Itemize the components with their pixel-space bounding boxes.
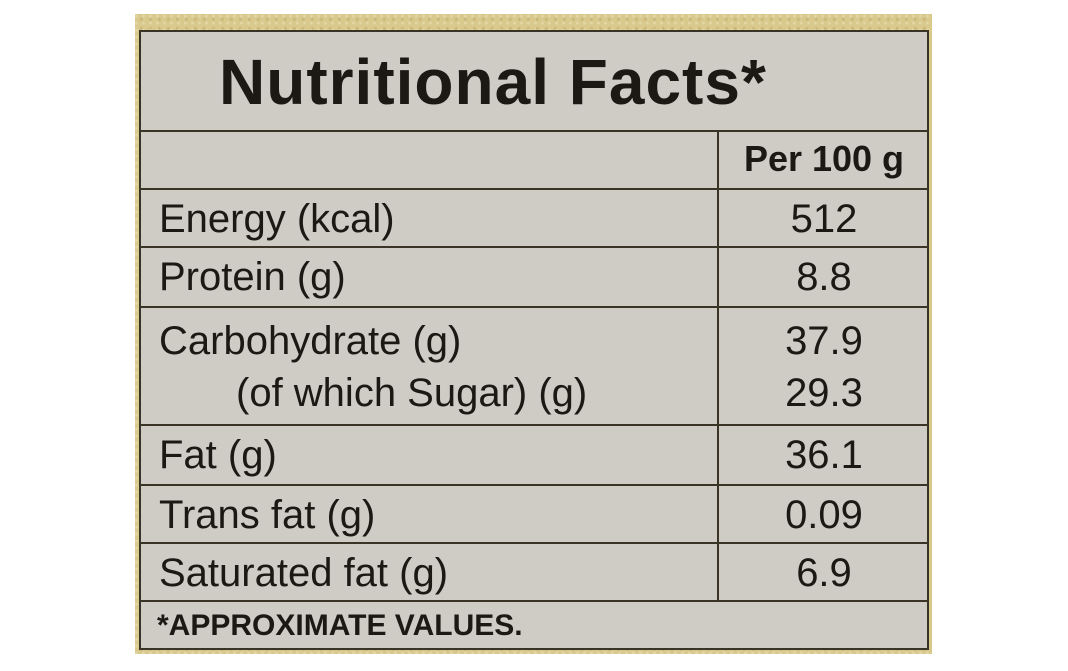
table-row: Protein (g) 8.8 [141, 248, 927, 308]
nutrient-name-carbohydrate: Carbohydrate (g) [159, 319, 462, 363]
package-label-panel: Nutritional Facts* Per 100 g Energy (kca… [135, 14, 932, 654]
nutrient-value-sugar: 29.3 [785, 371, 863, 415]
table-title: Nutritional Facts* [219, 46, 767, 118]
column-divider [717, 190, 719, 246]
footnote-row: *APPROXIMATE VALUES. [141, 602, 927, 648]
column-divider [717, 486, 719, 542]
nutrient-name-energy: Energy (kcal) [159, 197, 395, 241]
nutrient-name-fat: Fat (g) [159, 433, 277, 477]
column-divider [717, 426, 719, 484]
nutrient-value-saturated-fat: 6.9 [796, 551, 852, 595]
column-divider [717, 132, 719, 188]
column-divider [717, 248, 719, 306]
title-row: Nutritional Facts* [141, 32, 927, 132]
nutrient-value-trans-fat: 0.09 [785, 493, 863, 537]
table-row: Fat (g) 36.1 [141, 426, 927, 486]
nutrient-value-fat: 36.1 [785, 433, 863, 477]
table-row: Saturated fat (g) 6.9 [141, 544, 927, 602]
column-divider [717, 308, 719, 424]
table-row: Trans fat (g) 0.09 [141, 486, 927, 544]
nutrient-value-carbohydrate: 37.9 [785, 319, 863, 363]
nutrient-value-energy: 512 [790, 197, 858, 241]
footnote: *APPROXIMATE VALUES. [157, 609, 523, 642]
nutrient-name-protein: Protein (g) [159, 255, 346, 299]
nutrient-name-trans-fat: Trans fat (g) [159, 493, 376, 537]
table-row: Energy (kcal) 512 [141, 190, 927, 248]
per-100g-header: Per 100 g [743, 138, 905, 179]
header-row: Per 100 g [141, 132, 927, 190]
nutrient-name-saturated-fat: Saturated fat (g) [159, 551, 449, 595]
nutrition-facts-table: Nutritional Facts* Per 100 g Energy (kca… [139, 30, 929, 650]
table-row: Carbohydrate (g) 37.9 (of which Sugar) (… [141, 308, 927, 426]
nutrient-value-protein: 8.8 [796, 255, 852, 299]
column-divider [717, 544, 719, 600]
nutrient-name-sugar: (of which Sugar) (g) [236, 371, 588, 415]
